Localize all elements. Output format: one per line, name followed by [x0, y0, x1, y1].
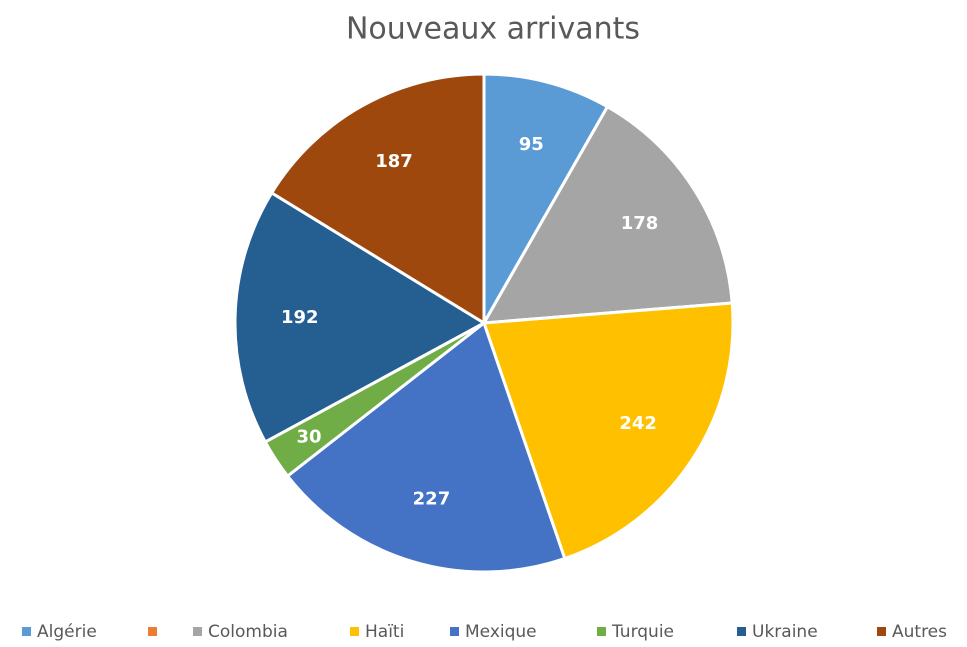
legend-swatch: [877, 627, 886, 636]
data-label: 95: [519, 134, 544, 155]
legend-label: Turquie: [611, 622, 674, 642]
legend-label: Algérie: [37, 622, 97, 642]
data-label: 192: [281, 307, 319, 328]
legend-label: Mexique: [465, 622, 537, 642]
pie-slice: [233, 190, 487, 445]
legend-swatch: [450, 627, 459, 636]
data-label: 242: [619, 413, 657, 434]
data-label: 227: [413, 489, 451, 510]
legend-swatch: [737, 627, 746, 636]
data-label: 30: [297, 427, 322, 448]
legend-swatch: [597, 627, 606, 636]
legend-label: Colombia: [208, 622, 288, 642]
pie-slice: [481, 104, 734, 325]
chart-title: Nouveaux arrivants: [346, 12, 640, 47]
legend-swatch: [193, 627, 202, 636]
legend-label: Autres: [892, 622, 947, 642]
legend-swatch: [22, 627, 31, 636]
legend-swatch: [350, 627, 359, 636]
pie-slice: [269, 72, 486, 326]
data-label: 187: [375, 151, 413, 172]
legend-label: Haïti: [365, 622, 404, 642]
legend-label: Ukraine: [752, 622, 818, 642]
pie-slice: [285, 320, 567, 574]
pie-slice: [481, 301, 735, 561]
pie-slice: [482, 72, 610, 329]
legend-swatch: [148, 627, 157, 636]
data-label: 178: [621, 213, 659, 234]
